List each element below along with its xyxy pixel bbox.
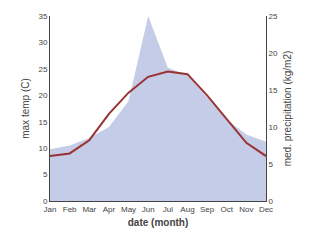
svg-text:date (month): date (month): [128, 217, 189, 228]
svg-text:15: 15: [269, 86, 278, 95]
svg-text:30: 30: [38, 38, 47, 47]
svg-text:Feb: Feb: [63, 205, 77, 214]
svg-text:0: 0: [269, 197, 274, 206]
svg-text:25: 25: [38, 65, 47, 74]
svg-text:med. precipitation (kg/m2): med. precipitation (kg/m2): [282, 51, 293, 167]
svg-text:max temp (C): max temp (C): [20, 78, 31, 139]
svg-text:Mar: Mar: [82, 205, 96, 214]
svg-text:20: 20: [38, 91, 47, 100]
svg-text:May: May: [121, 205, 136, 214]
svg-text:0: 0: [43, 197, 48, 206]
svg-text:25: 25: [269, 12, 278, 21]
svg-text:Apr: Apr: [103, 205, 116, 214]
svg-text:Nov: Nov: [239, 205, 253, 214]
svg-text:Aug: Aug: [180, 205, 194, 214]
svg-text:Jan: Jan: [44, 205, 57, 214]
svg-text:10: 10: [38, 144, 47, 153]
svg-text:20: 20: [269, 49, 278, 58]
svg-text:Jul: Jul: [163, 205, 173, 214]
svg-text:10: 10: [269, 123, 278, 132]
svg-text:5: 5: [269, 160, 274, 169]
svg-text:35: 35: [38, 12, 47, 21]
svg-text:Oct: Oct: [221, 205, 234, 214]
svg-text:Jun: Jun: [142, 205, 155, 214]
svg-text:5: 5: [43, 170, 48, 179]
svg-text:15: 15: [38, 118, 47, 127]
svg-text:Dec: Dec: [259, 205, 273, 214]
svg-text:Sep: Sep: [200, 205, 215, 214]
